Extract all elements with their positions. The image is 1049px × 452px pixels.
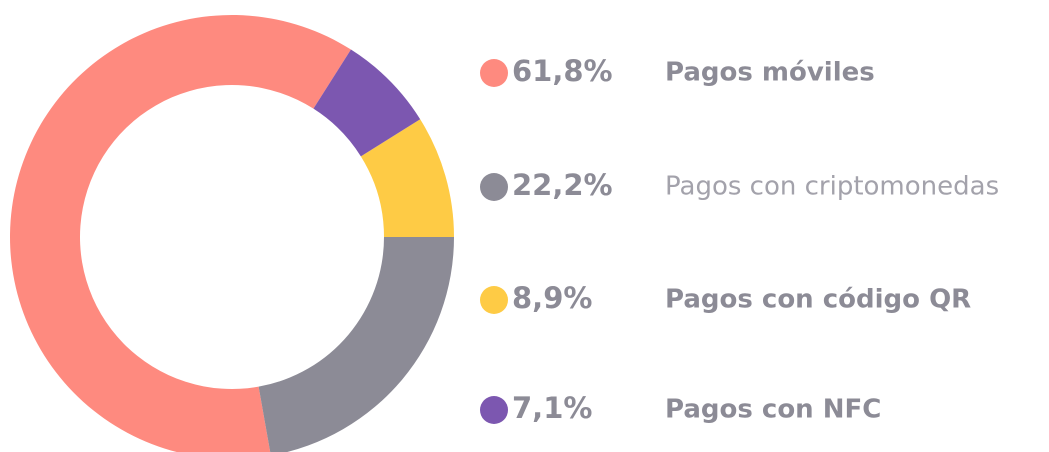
value-label: 8,9% [512,281,592,315]
donut-slice [313,49,421,157]
legend-dot [480,59,508,87]
legend-dot [480,286,508,314]
donut-slice [258,237,454,452]
legend-label: Pagos con código QR [665,285,971,315]
value-label: 61,8% [512,54,613,88]
donut-slice [10,15,351,452]
legend-label: Pagos móviles [665,58,875,88]
value-label: 22,2% [512,168,613,202]
legend-label: Pagos con criptomonedas [665,172,999,202]
value-label: 7,1% [512,391,592,425]
legend-dot [480,396,508,424]
legend-dot [480,173,508,201]
legend-label: Pagos con NFC [665,395,881,425]
donut-slice [360,119,454,237]
